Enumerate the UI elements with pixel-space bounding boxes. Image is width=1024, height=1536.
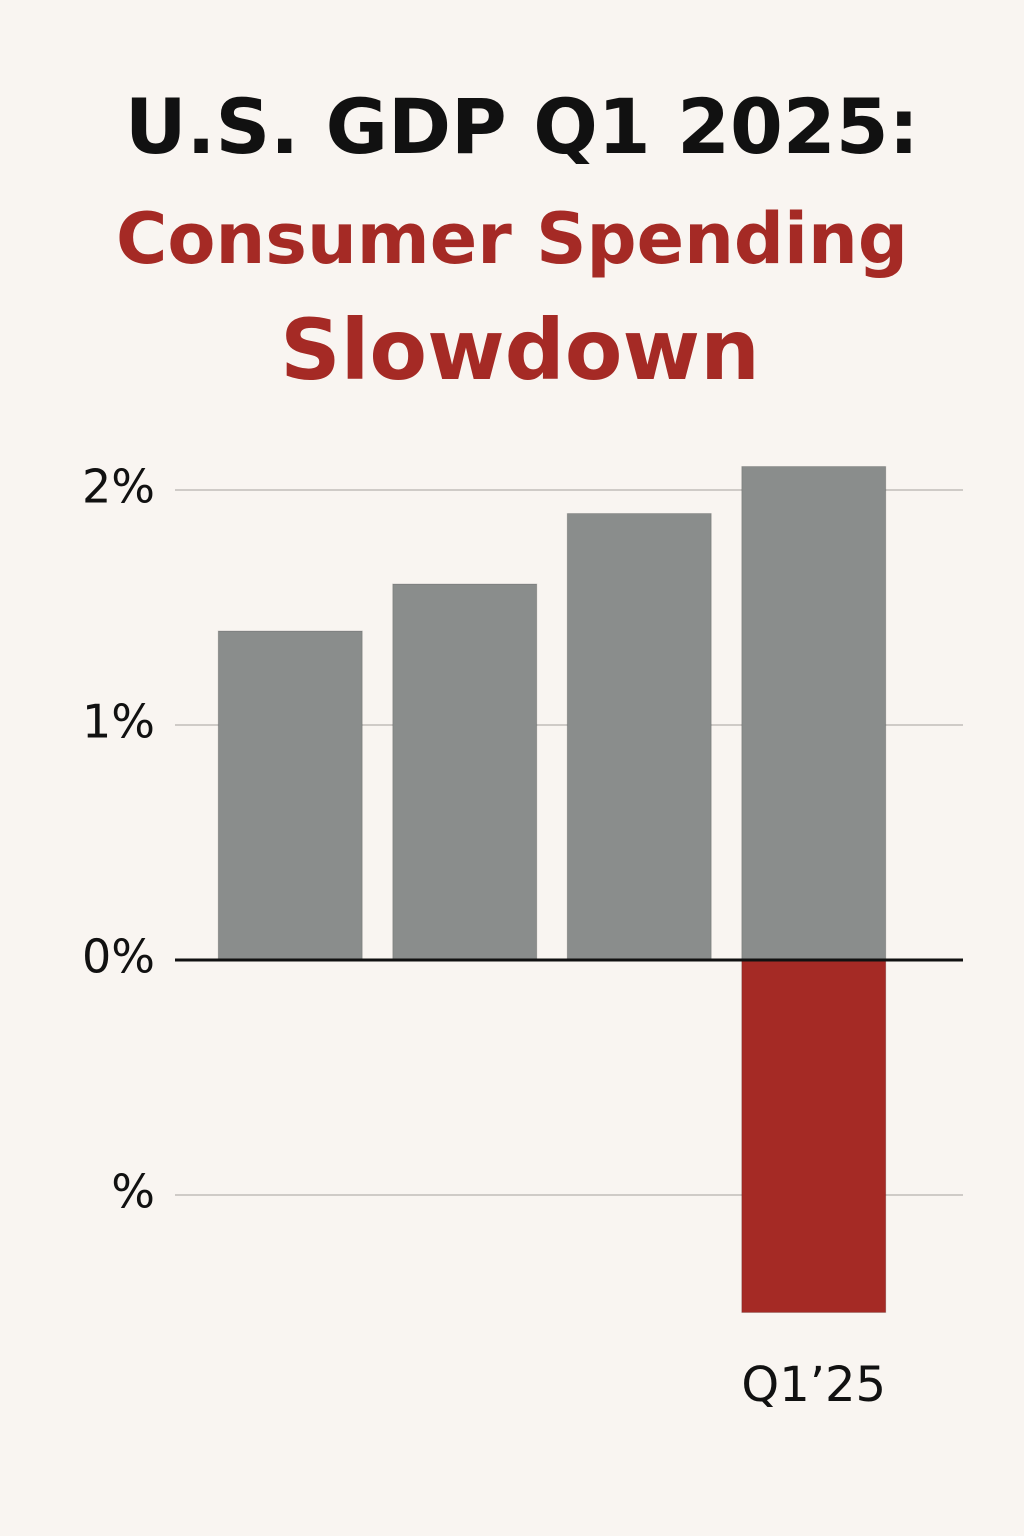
y-tick-label: 1% [82,695,155,749]
bar [741,959,887,1313]
y-tick-label: 0% [82,930,155,984]
chart-title: U.S. GDP Q1 2025: [125,82,919,171]
chart-subtitle: Consumer Spending [116,198,908,280]
y-tick-label: 2% [82,460,155,514]
x-tick-label: Q1’25 [741,1357,886,1413]
y-tick-label: % [111,1165,155,1219]
bar [392,583,538,961]
bar [566,513,712,961]
chart-subtitle: Slowdown [280,301,760,399]
bar [217,630,363,961]
bar [741,466,887,961]
